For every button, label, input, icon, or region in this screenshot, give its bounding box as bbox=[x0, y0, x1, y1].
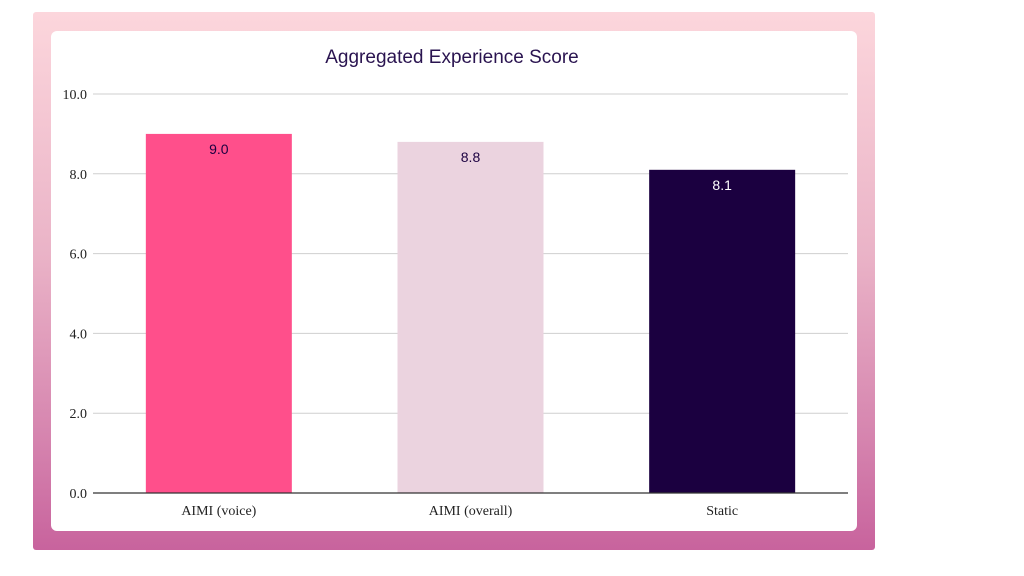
x-category-label: AIMI (voice) bbox=[181, 504, 256, 519]
y-tick-label: 4.0 bbox=[70, 327, 88, 342]
bar-value-label: 8.1 bbox=[712, 177, 732, 193]
y-tick-label: 0.0 bbox=[70, 487, 88, 502]
y-tick-label: 2.0 bbox=[70, 407, 88, 422]
y-tick-label: 8.0 bbox=[70, 168, 88, 183]
bar bbox=[397, 141, 544, 493]
bar-value-label: 8.8 bbox=[461, 149, 481, 165]
bar bbox=[649, 169, 796, 493]
x-category-label: AIMI (overall) bbox=[429, 504, 513, 519]
chart-title: Aggregated Experience Score bbox=[325, 47, 579, 68]
x-category-label: Static bbox=[706, 504, 738, 519]
y-tick-label: 6.0 bbox=[70, 248, 88, 263]
bar-value-label: 9.0 bbox=[209, 141, 229, 157]
bar bbox=[145, 133, 292, 493]
y-tick-label: 10.0 bbox=[63, 88, 88, 103]
